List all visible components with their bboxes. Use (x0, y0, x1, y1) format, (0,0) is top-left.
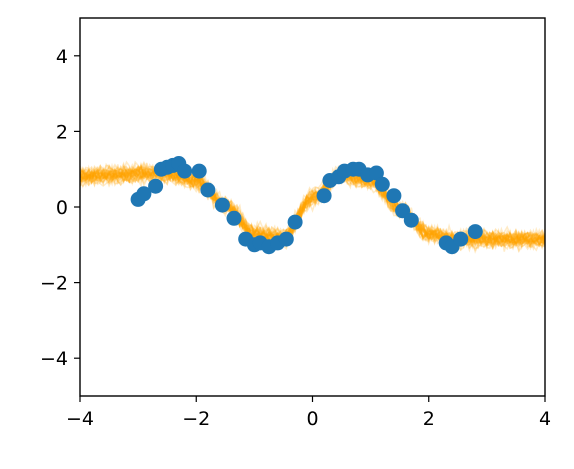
x-tick-label: −4 (66, 408, 94, 430)
scatter-point (148, 178, 164, 194)
scatter-point (226, 210, 242, 226)
x-tick-label: 2 (423, 408, 435, 430)
y-tick-label: 2 (56, 121, 68, 143)
sample-line (80, 163, 545, 250)
scatter-point (287, 214, 303, 230)
scatter-point (403, 212, 419, 228)
scatter-point (200, 182, 216, 198)
scatter-point (368, 165, 384, 181)
scatter-point (214, 197, 230, 213)
scatter-point (374, 176, 390, 192)
scatter-point (395, 203, 411, 219)
scatter-point (136, 186, 152, 202)
y-axis: −4 −2 0 2 4 (40, 46, 80, 370)
scatter-point (467, 224, 483, 240)
y-tick-label: 0 (56, 197, 68, 219)
plot-frame (79, 17, 546, 397)
scatter-point (278, 231, 294, 247)
scatter-point (386, 188, 402, 204)
x-axis: −4 −2 0 2 4 (66, 396, 551, 430)
scatter-point (453, 231, 469, 247)
scatter-point (191, 163, 207, 179)
scatter-point (177, 163, 193, 179)
scatter-point (316, 188, 332, 204)
x-tick-label: 0 (306, 408, 318, 430)
y-tick-label: 4 (56, 46, 68, 68)
scatter-points-layer (130, 156, 483, 255)
y-tick-label: −4 (40, 348, 68, 370)
y-tick-label: −2 (40, 273, 68, 295)
x-tick-label: 4 (539, 408, 551, 430)
x-tick-label: −2 (182, 408, 210, 430)
